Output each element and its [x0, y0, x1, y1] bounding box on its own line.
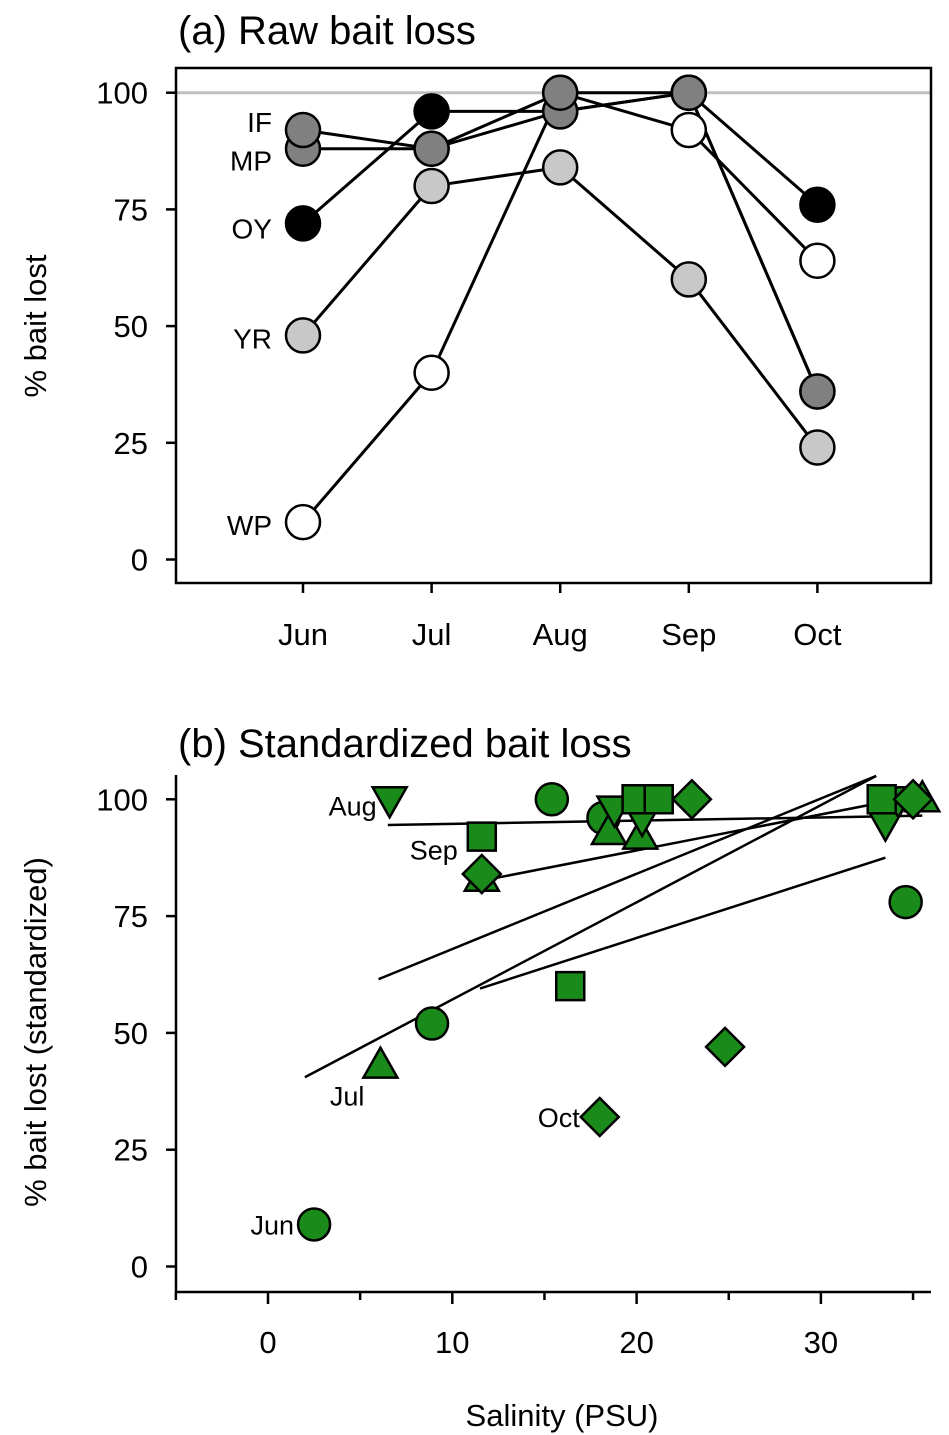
- point-if-aug: [541, 74, 579, 111]
- y-tick-label: 50: [114, 309, 148, 344]
- series-labels: Jun Jul Aug Sep Oct: [251, 791, 581, 1240]
- point-jun-5: [888, 884, 923, 920]
- data-points: [296, 778, 942, 1242]
- point-yr-aug: [541, 149, 579, 186]
- series-label-if: IF: [247, 107, 272, 138]
- panel-b-y-axis-title: % bait lost (standardized): [18, 857, 53, 1207]
- series-label-wp: WP: [227, 510, 272, 541]
- point-wp-oct: [799, 242, 836, 279]
- point-jul-3: [589, 811, 629, 846]
- point-oct-4: [704, 1026, 746, 1068]
- point-aug-1: [370, 786, 409, 820]
- y-tick-label: 0: [131, 543, 148, 578]
- y-axis-ticks: 0 25 50 75 100: [96, 782, 176, 1285]
- series-label-jun: Jun: [251, 1210, 295, 1240]
- x-tick-label-aug: Aug: [533, 617, 588, 652]
- point-oy-oct: [799, 186, 836, 223]
- point-oct-1: [461, 853, 503, 895]
- point-if-jul: [413, 130, 450, 167]
- series-label-oct: Oct: [538, 1103, 581, 1133]
- panel-b-x-axis-title: Salinity (PSU): [466, 1398, 659, 1433]
- x-tick-label-sep: Sep: [661, 617, 716, 652]
- fit-line-jul: [304, 774, 877, 1079]
- x-tick-label: 20: [619, 1325, 653, 1360]
- y-tick-label: 100: [96, 76, 148, 111]
- point-wp-sep: [670, 111, 708, 149]
- point-wp-jul: [413, 354, 450, 392]
- x-tick-label-jul: Jul: [412, 617, 452, 652]
- point-if-oct: [799, 373, 836, 410]
- series-label-aug: Aug: [329, 791, 377, 821]
- point-sep-5: [866, 784, 897, 815]
- series-label-jul: Jul: [330, 1082, 365, 1112]
- y-tick-label: 75: [114, 192, 148, 227]
- point-oct-5: [892, 778, 934, 821]
- point-sep-4: [643, 784, 674, 815]
- x-tick-label: 30: [804, 1325, 838, 1360]
- y-tick-label: 75: [114, 899, 148, 934]
- point-jun-1: [296, 1207, 332, 1242]
- panel-a-title: (a) Raw bait loss: [178, 9, 476, 53]
- series-labels: IF MP OY YR WP: [227, 107, 272, 541]
- point-if-jun: [284, 111, 322, 149]
- point-yr-jun: [284, 317, 322, 354]
- y-tick-label: 25: [114, 1133, 148, 1168]
- y-axis-ticks: 0 25 50 75 100: [96, 76, 176, 578]
- fit-line-oct: [479, 793, 923, 883]
- y-tick-label: 50: [114, 1016, 148, 1051]
- point-wp-jun: [284, 503, 322, 541]
- point-if-sep: [670, 74, 708, 111]
- panel-a-y-axis-title: % bait lost: [18, 254, 53, 397]
- point-yr-jul: [413, 167, 450, 205]
- x-axis-ticks: 0 10 20 30: [174, 1292, 915, 1360]
- point-oy-jul: [413, 93, 450, 130]
- x-tick-label: 0: [259, 1325, 276, 1360]
- y-tick-label: 100: [96, 782, 148, 817]
- series-label-yr: YR: [233, 323, 272, 354]
- point-oct-3: [671, 778, 713, 821]
- data-points: [284, 74, 836, 541]
- fit-line-jun: [479, 856, 886, 990]
- y-tick-label: 0: [131, 1250, 148, 1285]
- x-tick-label: 10: [435, 1325, 469, 1360]
- series-label-mp: MP: [230, 146, 272, 177]
- x-axis-ticks: Jun Jul Aug Sep Oct: [278, 583, 842, 652]
- point-yr-oct: [799, 429, 836, 466]
- point-yr-sep: [670, 261, 708, 298]
- point-sep-1: [466, 821, 498, 852]
- panel-b-standardized-bait-loss: (b) Standardized bait loss Jun Jul Aug Sep O…: [18, 722, 942, 1433]
- point-oct-2: [578, 1096, 621, 1138]
- point-jul-1: [361, 1045, 400, 1079]
- x-tick-label-jun: Jun: [278, 617, 328, 652]
- series-label-oy: OY: [232, 213, 273, 244]
- point-jun-3: [534, 782, 570, 817]
- panel-b-title: (b) Standardized bait loss: [178, 722, 632, 766]
- point-oy-jun: [284, 205, 322, 242]
- point-jun-2: [414, 1006, 450, 1041]
- y-tick-label: 25: [114, 426, 148, 461]
- fit-line-sep: [378, 774, 877, 981]
- point-sep-2: [555, 970, 586, 1002]
- series-label-sep: Sep: [410, 836, 458, 866]
- x-tick-label-oct: Oct: [793, 617, 842, 652]
